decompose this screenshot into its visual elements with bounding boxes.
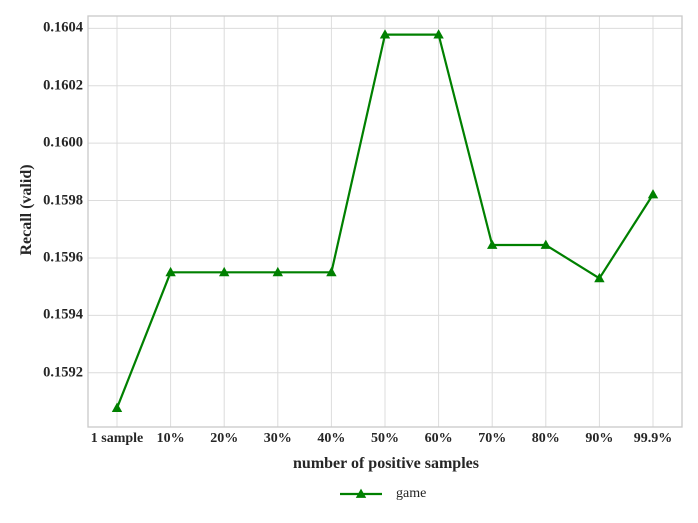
- x-tick-label: 40%: [317, 431, 346, 446]
- x-tick-label: 60%: [424, 431, 453, 446]
- data-point-marker: [647, 189, 659, 199]
- y-tick-label: 0.1592: [43, 364, 83, 381]
- data-point-marker: [540, 239, 551, 249]
- y-tick-label: 0.1598: [43, 192, 83, 209]
- x-tick-label: 80%: [531, 431, 560, 446]
- x-tick-label: 50%: [371, 431, 399, 446]
- x-tick-label: 90%: [585, 431, 614, 446]
- data-point-marker: [219, 266, 230, 277]
- y-tick-label: 0.1604: [43, 19, 83, 36]
- legend-line-marker-icon: [340, 488, 382, 498]
- data-point-marker: [272, 266, 283, 277]
- y-tick-label: 0.1596: [43, 249, 83, 266]
- y-tick-label: 0.1600: [43, 134, 83, 151]
- x-tick-label: 70%: [478, 431, 507, 446]
- x-tick-label: 30%: [263, 431, 292, 446]
- y-tick-label: 0.1594: [43, 306, 83, 323]
- data-point-marker: [594, 272, 605, 283]
- y-tick-label: 0.1602: [43, 77, 83, 94]
- y-axis-label: Recall (valid): [18, 164, 35, 256]
- x-axis-label: number of positive samples: [293, 455, 479, 472]
- data-point-marker: [165, 266, 176, 277]
- x-tick-label: 20%: [210, 431, 239, 446]
- data-point-marker: [379, 29, 391, 39]
- x-tick-label: 99.9%: [633, 431, 673, 446]
- data-point-marker: [326, 266, 337, 277]
- x-tick-label: 1 sample: [90, 431, 144, 446]
- data-point-marker: [111, 402, 123, 412]
- x-tick-label: 10%: [156, 431, 185, 446]
- data-point-marker: [433, 29, 444, 39]
- legend-triangle-icon: [355, 488, 367, 498]
- legend: game: [339, 486, 426, 502]
- plot-border: [87, 15, 683, 428]
- legend-label: game: [396, 486, 427, 501]
- data-point-marker: [487, 239, 498, 249]
